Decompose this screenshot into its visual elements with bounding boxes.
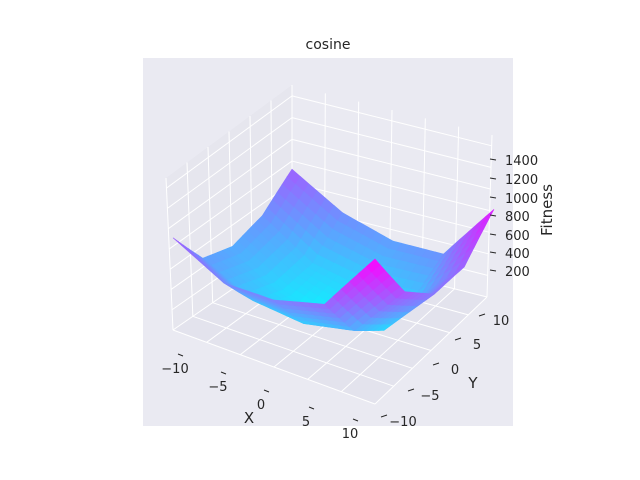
axis-ticks: −10−50510−10−505102004006008001000120014… bbox=[161, 154, 538, 442]
left-gridline-vertical bbox=[207, 146, 214, 303]
z-tick-mark bbox=[489, 269, 497, 272]
z-tick-label: 800 bbox=[505, 210, 530, 225]
back-gridline-horizontal bbox=[291, 182, 490, 233]
z-tick-mark bbox=[489, 233, 497, 236]
left-gridline-vertical bbox=[165, 177, 174, 331]
y-tick-label: −5 bbox=[420, 389, 439, 404]
back-gridline-horizontal bbox=[291, 160, 490, 212]
left-gridline-vertical bbox=[186, 162, 194, 317]
x-tick-mark bbox=[177, 353, 184, 357]
z-tick-label: 1000 bbox=[505, 192, 538, 207]
x-tick-mark bbox=[308, 406, 315, 410]
z-tick-label: 200 bbox=[505, 265, 530, 280]
left-gridline-horizontal bbox=[169, 182, 293, 270]
z-tick-mark bbox=[489, 158, 497, 161]
left-gridline-horizontal bbox=[167, 117, 293, 209]
z-tick-label: 600 bbox=[505, 229, 530, 244]
z-tick-mark bbox=[489, 196, 497, 199]
z-tick-label: 400 bbox=[505, 247, 530, 262]
y-tick-mark bbox=[407, 388, 415, 392]
z-tick-label: 1400 bbox=[505, 154, 538, 169]
z-tick-mark bbox=[489, 177, 497, 180]
z-axis-title: Fitness bbox=[538, 184, 556, 236]
floor-gridline-x bbox=[374, 296, 488, 405]
x-tick-label: 5 bbox=[302, 415, 310, 430]
x-tick-label: −5 bbox=[208, 380, 227, 395]
z-tick-mark bbox=[489, 214, 497, 217]
back-gridline-horizontal bbox=[291, 95, 492, 147]
left-gridline-horizontal bbox=[168, 160, 293, 250]
y-tick-label: 0 bbox=[451, 363, 459, 378]
y-tick-label: −10 bbox=[389, 415, 416, 430]
y-tick-mark bbox=[478, 313, 486, 317]
y-tick-mark bbox=[380, 414, 388, 418]
chart-title: cosine bbox=[306, 37, 351, 53]
x-tick-label: 0 bbox=[257, 398, 265, 413]
left-gridline-horizontal bbox=[166, 95, 293, 189]
left-gridline-horizontal bbox=[168, 138, 293, 230]
surface-patch bbox=[366, 258, 381, 273]
x-tick-mark bbox=[352, 418, 359, 422]
back-gridline-horizontal bbox=[291, 117, 492, 168]
surface-plot bbox=[172, 168, 495, 332]
y-tick-label: 10 bbox=[493, 314, 510, 329]
x-axis-title: X bbox=[244, 409, 254, 427]
x-tick-label: −10 bbox=[161, 362, 188, 377]
z-tick-label: 1200 bbox=[505, 173, 538, 188]
x-tick-mark bbox=[220, 371, 227, 375]
y-tick-label: 5 bbox=[473, 338, 481, 353]
z-tick-mark bbox=[489, 251, 497, 254]
y-axis-title: Y bbox=[467, 374, 478, 392]
x-tick-label: 10 bbox=[342, 427, 359, 442]
back-gridline-horizontal bbox=[291, 138, 491, 190]
x-tick-mark bbox=[263, 389, 270, 393]
y-tick-mark bbox=[454, 337, 462, 341]
y-tick-mark bbox=[432, 362, 440, 366]
